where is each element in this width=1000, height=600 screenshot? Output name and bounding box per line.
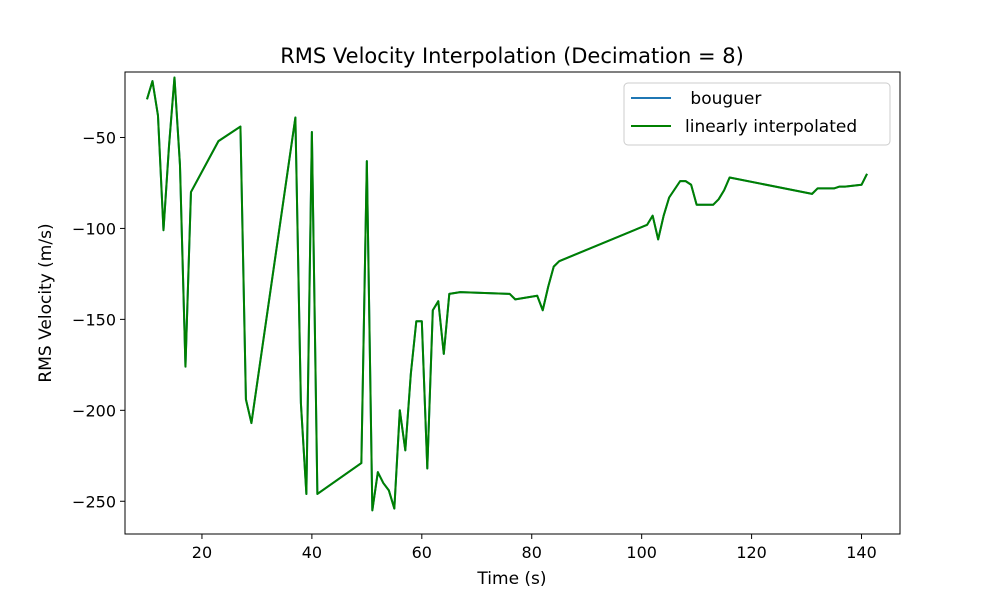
x-tick-label: 140 bbox=[846, 543, 877, 562]
x-tick-label: 60 bbox=[412, 543, 432, 562]
legend-box bbox=[623, 82, 891, 146]
axes-frame bbox=[124, 71, 901, 535]
axes-border bbox=[124, 71, 901, 535]
x-axis: 20 40 60 80 100 120 140 bbox=[192, 534, 877, 562]
y-tick-label: −100 bbox=[72, 219, 116, 238]
y-axis-label: RMS Velocity (m/s) bbox=[36, 223, 56, 382]
plot-area bbox=[125, 72, 900, 534]
plot-background bbox=[125, 72, 900, 534]
series-line-linearly-interpolated bbox=[146, 76, 868, 512]
x-tick-label: 20 bbox=[192, 543, 212, 562]
legend: bouguer linearly interpolated bbox=[623, 82, 891, 146]
x-tick-label: 100 bbox=[626, 543, 657, 562]
legend-label-linearly-interpolated: linearly interpolated bbox=[685, 117, 857, 137]
y-tick-label: −250 bbox=[72, 492, 116, 511]
y-tick-label: −150 bbox=[72, 310, 116, 329]
x-tick-label: 40 bbox=[302, 543, 322, 562]
y-axis: −250 −200 −150 −100 −50 bbox=[72, 128, 125, 511]
series-layer bbox=[146, 76, 868, 512]
y-tick-label: −50 bbox=[82, 128, 116, 147]
y-tick-label: −200 bbox=[72, 401, 116, 420]
x-axis-label: Time (s) bbox=[476, 569, 546, 589]
legend-label-bouguer: bouguer bbox=[685, 89, 761, 109]
x-tick-label: 80 bbox=[522, 543, 542, 562]
chart-title: RMS Velocity Interpolation (Decimation =… bbox=[280, 44, 744, 68]
x-tick-label: 120 bbox=[736, 543, 767, 562]
